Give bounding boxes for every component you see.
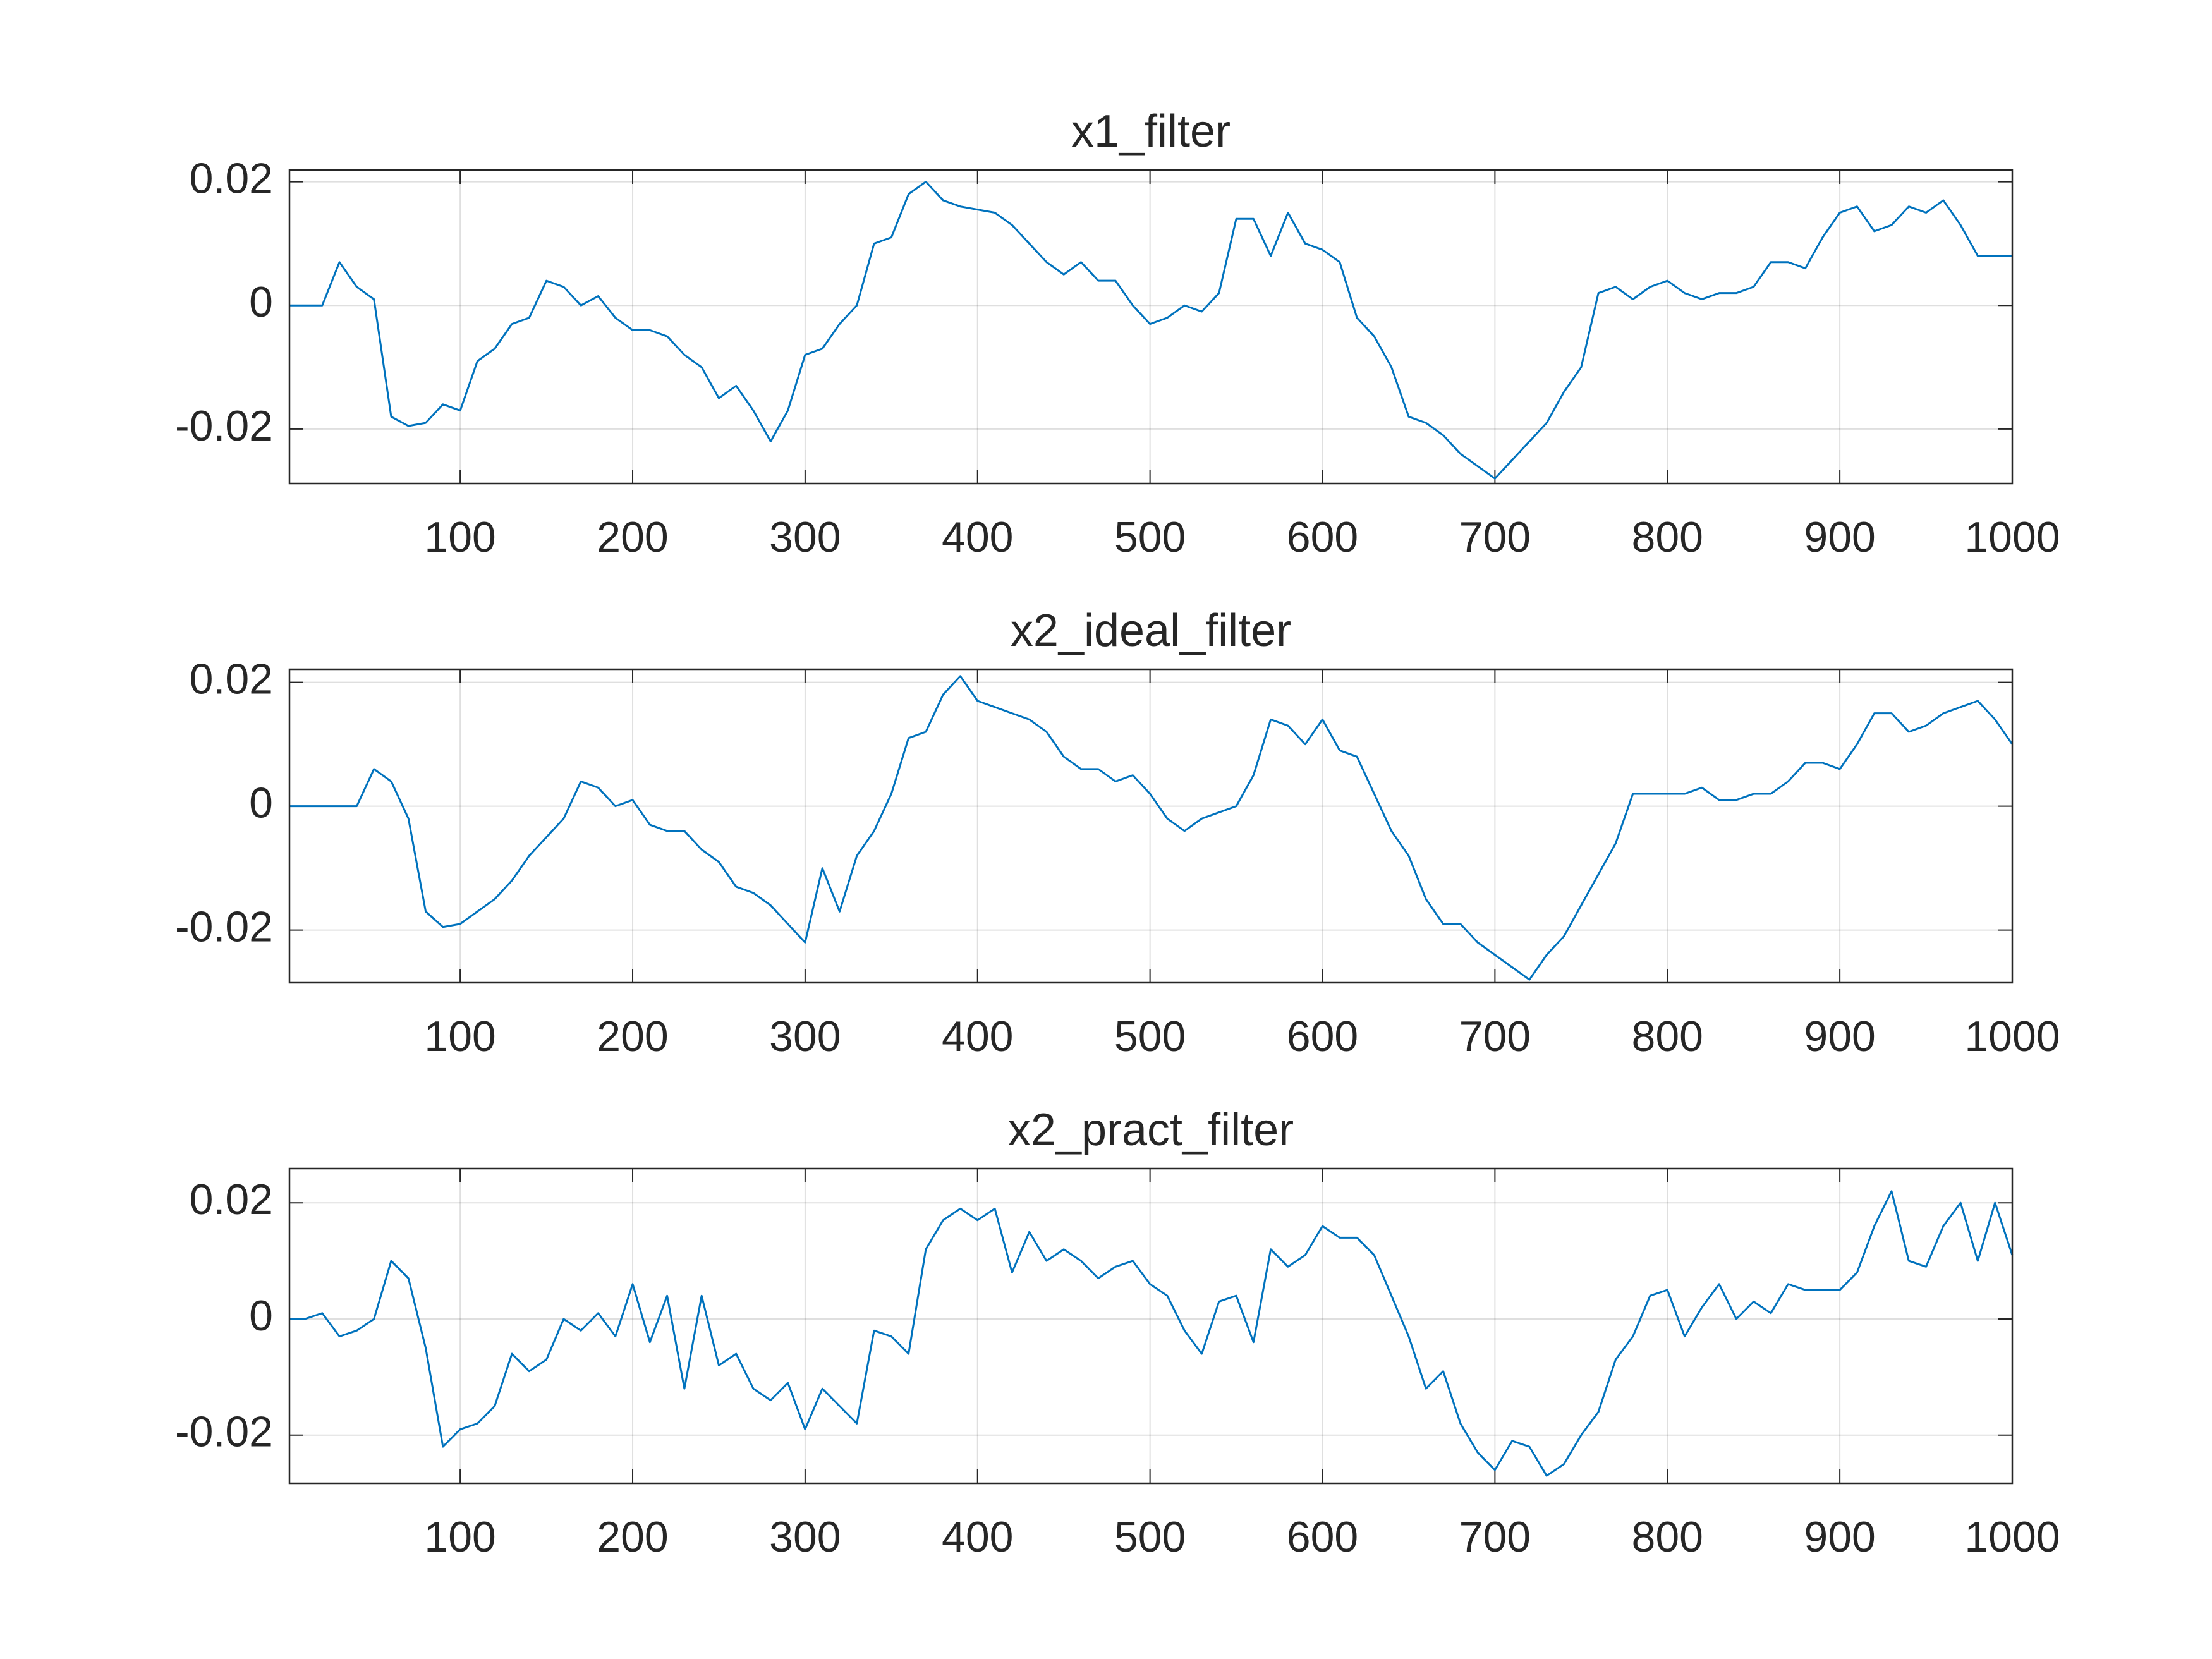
data-line (289, 1190, 2014, 1477)
chart-title: x1_filter (1071, 106, 1231, 157)
x-tick-label: 100 (424, 1012, 495, 1060)
y-tick-label: 0 (249, 779, 273, 827)
x-tick-label: 400 (942, 513, 1013, 561)
x-tick-label: 300 (769, 1513, 841, 1561)
x-tick-label: 700 (1459, 1012, 1531, 1060)
y-tick-label: 0 (249, 278, 273, 326)
axes-box (288, 668, 2014, 984)
x-tick-label: 700 (1459, 1513, 1531, 1561)
x-tick-label: 200 (597, 1012, 668, 1060)
chart-title: x2_pract_filter (1008, 1105, 1294, 1155)
x-tick-label: 400 (942, 1012, 1013, 1060)
x-tick-label: 100 (424, 513, 495, 561)
y-tick-label: 0 (249, 1292, 273, 1340)
x-tick-label: 500 (1114, 1513, 1186, 1561)
y-tick-label: -0.02 (175, 903, 273, 951)
y-tick-label: -0.02 (175, 1408, 273, 1456)
x-tick-label: 1000 (1964, 513, 2060, 561)
x-tick-label: 100 (424, 1513, 495, 1561)
y-tick-label: 0.02 (190, 155, 273, 203)
x-tick-label: 700 (1459, 513, 1531, 561)
x-tick-label: 600 (1287, 513, 1358, 561)
x-tick-label: 900 (1804, 1513, 1875, 1561)
x-tick-label: 300 (769, 1012, 841, 1060)
x-tick-label: 800 (1632, 1513, 1703, 1561)
chart-title: x2_ideal_filter (1011, 605, 1291, 656)
y-tick-label: 0.02 (190, 655, 273, 703)
y-tick-label: -0.02 (175, 402, 273, 450)
y-tick-label: 0.02 (190, 1176, 273, 1224)
x-tick-label: 300 (769, 513, 841, 561)
x-tick-label: 800 (1632, 513, 1703, 561)
x-tick-label: 500 (1114, 1012, 1186, 1060)
x-tick-label: 500 (1114, 513, 1186, 561)
x-tick-label: 600 (1287, 1012, 1358, 1060)
data-line (289, 675, 2014, 981)
x-tick-label: 800 (1632, 1012, 1703, 1060)
x-tick-label: 200 (597, 1513, 668, 1561)
data-line (289, 181, 2012, 480)
axes-box (288, 1167, 2014, 1485)
x-tick-label: 1000 (1964, 1513, 2060, 1561)
x-tick-label: 1000 (1964, 1012, 2060, 1060)
x-tick-label: 400 (942, 1513, 1013, 1561)
x-tick-label: 600 (1287, 1513, 1358, 1561)
axes-box (288, 169, 2014, 485)
x-tick-label: 200 (597, 513, 668, 561)
x-tick-label: 900 (1804, 1012, 1875, 1060)
x-tick-label: 900 (1804, 513, 1875, 561)
